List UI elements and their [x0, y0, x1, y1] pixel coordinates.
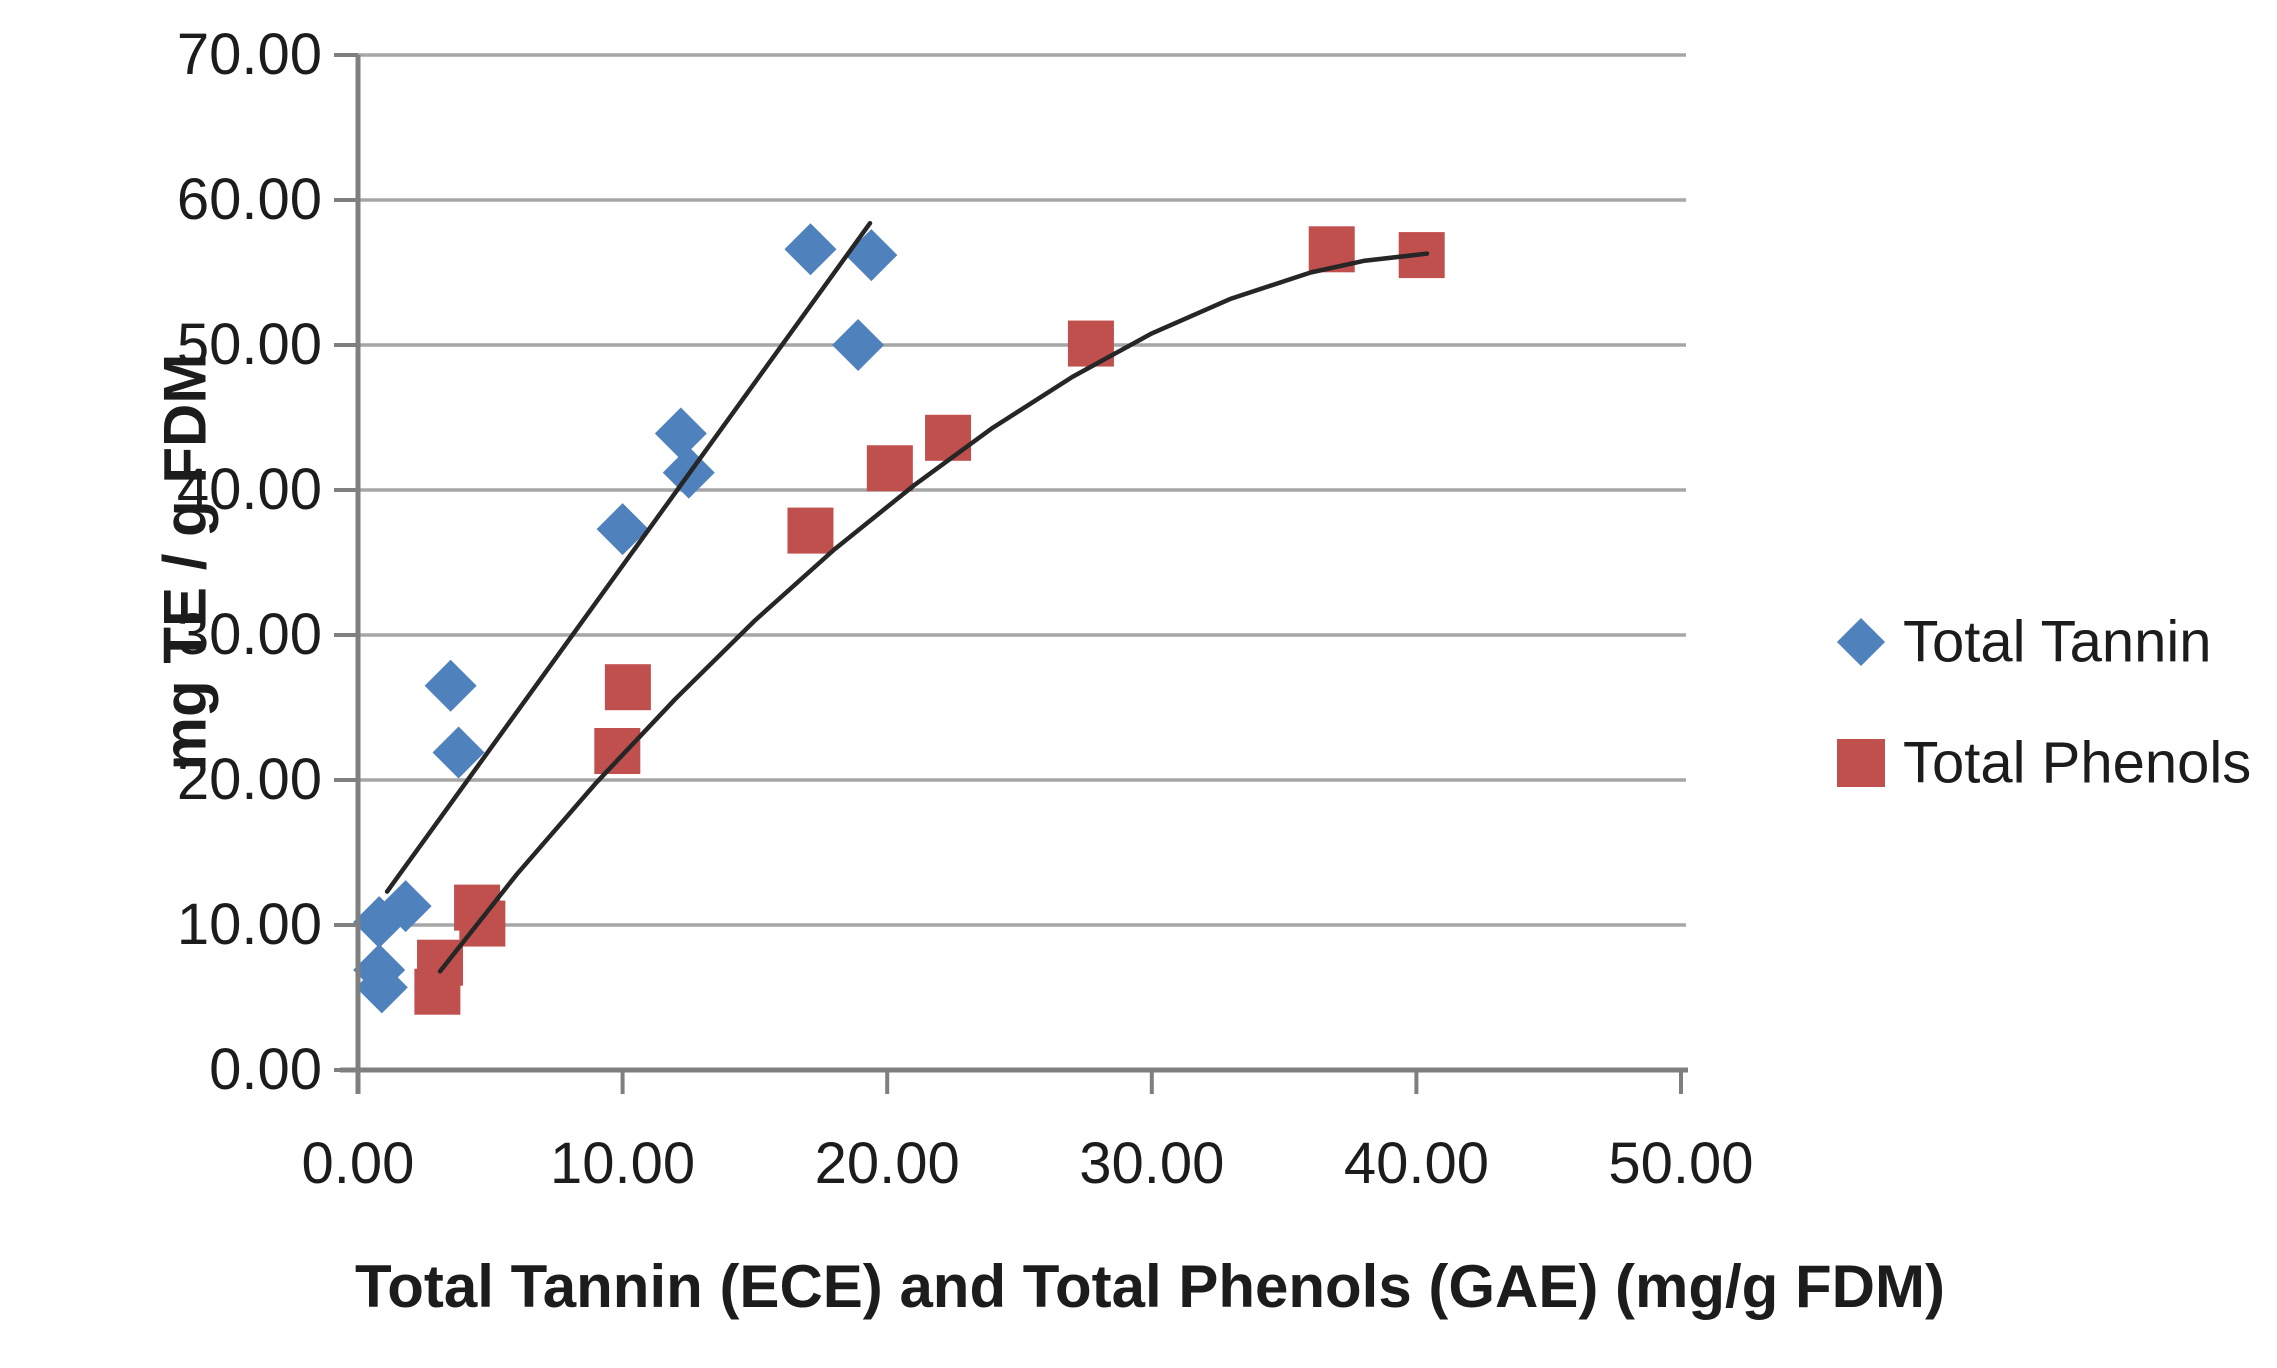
trendline-total-tannin	[384, 220, 873, 894]
x-tick-label-30.00: 30.00	[1079, 1131, 1225, 1196]
data-point-total-phenols	[925, 414, 972, 461]
data-point-total-tannin	[784, 223, 837, 276]
x-tick-label-20.00: 20.00	[814, 1131, 960, 1196]
data-point-total-tannin	[845, 229, 898, 282]
y-tick-label-60.00: 60.00	[176, 167, 322, 232]
legend-label-total-tannin: Total Tannin	[1903, 609, 2212, 675]
y-tick-label-20.00: 20.00	[176, 747, 322, 812]
trendline-total-phenols	[437, 251, 1430, 974]
data-point-total-phenols	[787, 507, 834, 554]
data-point-total-tannin	[596, 503, 649, 556]
x-tick-label-40.00: 40.00	[1343, 1131, 1489, 1196]
y-tick-label-10.00: 10.00	[176, 892, 322, 957]
y-tick-label-0.00: 0.00	[209, 1037, 322, 1102]
y-tick-label-70.00: 70.00	[176, 22, 322, 87]
data-point-total-tannin	[424, 659, 477, 712]
x-tick-label-50.00: 50.00	[1608, 1131, 1754, 1196]
y-axis-title: mg TE / g FDM	[151, 353, 219, 771]
y-tick-label-30.00: 30.00	[176, 602, 322, 667]
data-point-total-phenols	[604, 664, 651, 711]
data-point-total-phenols	[594, 728, 641, 774]
x-tick-label-0.00: 0.00	[301, 1131, 415, 1196]
y-tick-label-50.00: 50.00	[176, 312, 322, 377]
x-tick-label-10.00: 10.00	[550, 1131, 696, 1196]
data-point-total-phenols	[417, 939, 464, 986]
data-point-total-tannin	[379, 880, 432, 933]
data-point-total-tannin	[432, 726, 485, 779]
data-point-total-tannin	[654, 407, 707, 460]
y-tick-label-40.00: 40.00	[176, 457, 322, 522]
data-point-total-tannin	[832, 319, 885, 371]
legend-label-total-phenols: Total Phenols	[1903, 730, 2252, 796]
data-point-total-tannin	[353, 943, 406, 996]
data-point-total-phenols	[866, 445, 913, 492]
x-axis-title: Total Tannin (ECE) and Total Phenols (GA…	[355, 1253, 1945, 1320]
legend-marker-total-phenols-icon	[1837, 739, 1885, 787]
